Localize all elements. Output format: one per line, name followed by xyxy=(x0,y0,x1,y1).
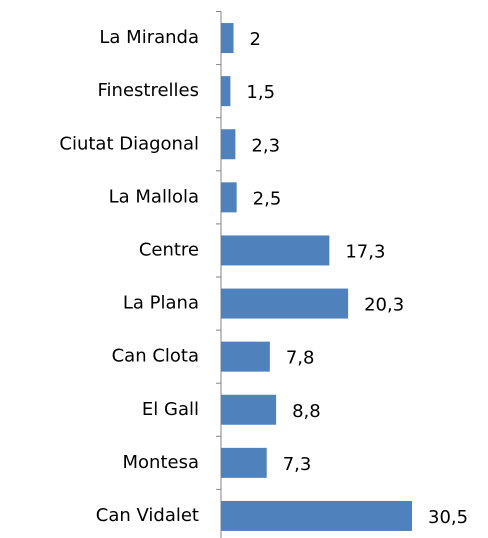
category-label: Finestrelles xyxy=(98,80,200,101)
bar xyxy=(221,288,349,319)
bar xyxy=(221,447,267,478)
bar xyxy=(221,129,236,160)
category-label: El Gall xyxy=(142,399,199,420)
bar xyxy=(221,341,270,372)
category-label: La Mallola xyxy=(109,186,199,207)
category-label: Montesa xyxy=(123,452,200,473)
bar xyxy=(221,500,412,531)
category-label: Ciutat Diagonal xyxy=(59,133,199,154)
value-label: 2,5 xyxy=(253,188,282,209)
value-label: 20,3 xyxy=(364,295,404,316)
category-label: Centre xyxy=(139,239,199,260)
bar xyxy=(221,182,237,213)
value-label: 2,3 xyxy=(251,135,280,156)
value-label: 30,5 xyxy=(428,507,468,528)
category-label: La Plana xyxy=(123,293,199,314)
bar xyxy=(221,394,277,425)
value-label: 8,8 xyxy=(292,401,321,422)
value-label: 1,5 xyxy=(246,82,275,103)
value-label: 7,8 xyxy=(286,348,315,369)
category-label: La Miranda xyxy=(99,27,199,48)
category-label: Can Clota xyxy=(112,346,199,367)
value-label: 17,3 xyxy=(345,241,385,262)
value-label: 7,3 xyxy=(283,454,312,475)
bar xyxy=(221,235,330,266)
bar xyxy=(221,23,234,54)
bar xyxy=(221,76,231,107)
category-label: Can Vidalet xyxy=(96,505,199,526)
value-label: 2 xyxy=(250,29,261,50)
